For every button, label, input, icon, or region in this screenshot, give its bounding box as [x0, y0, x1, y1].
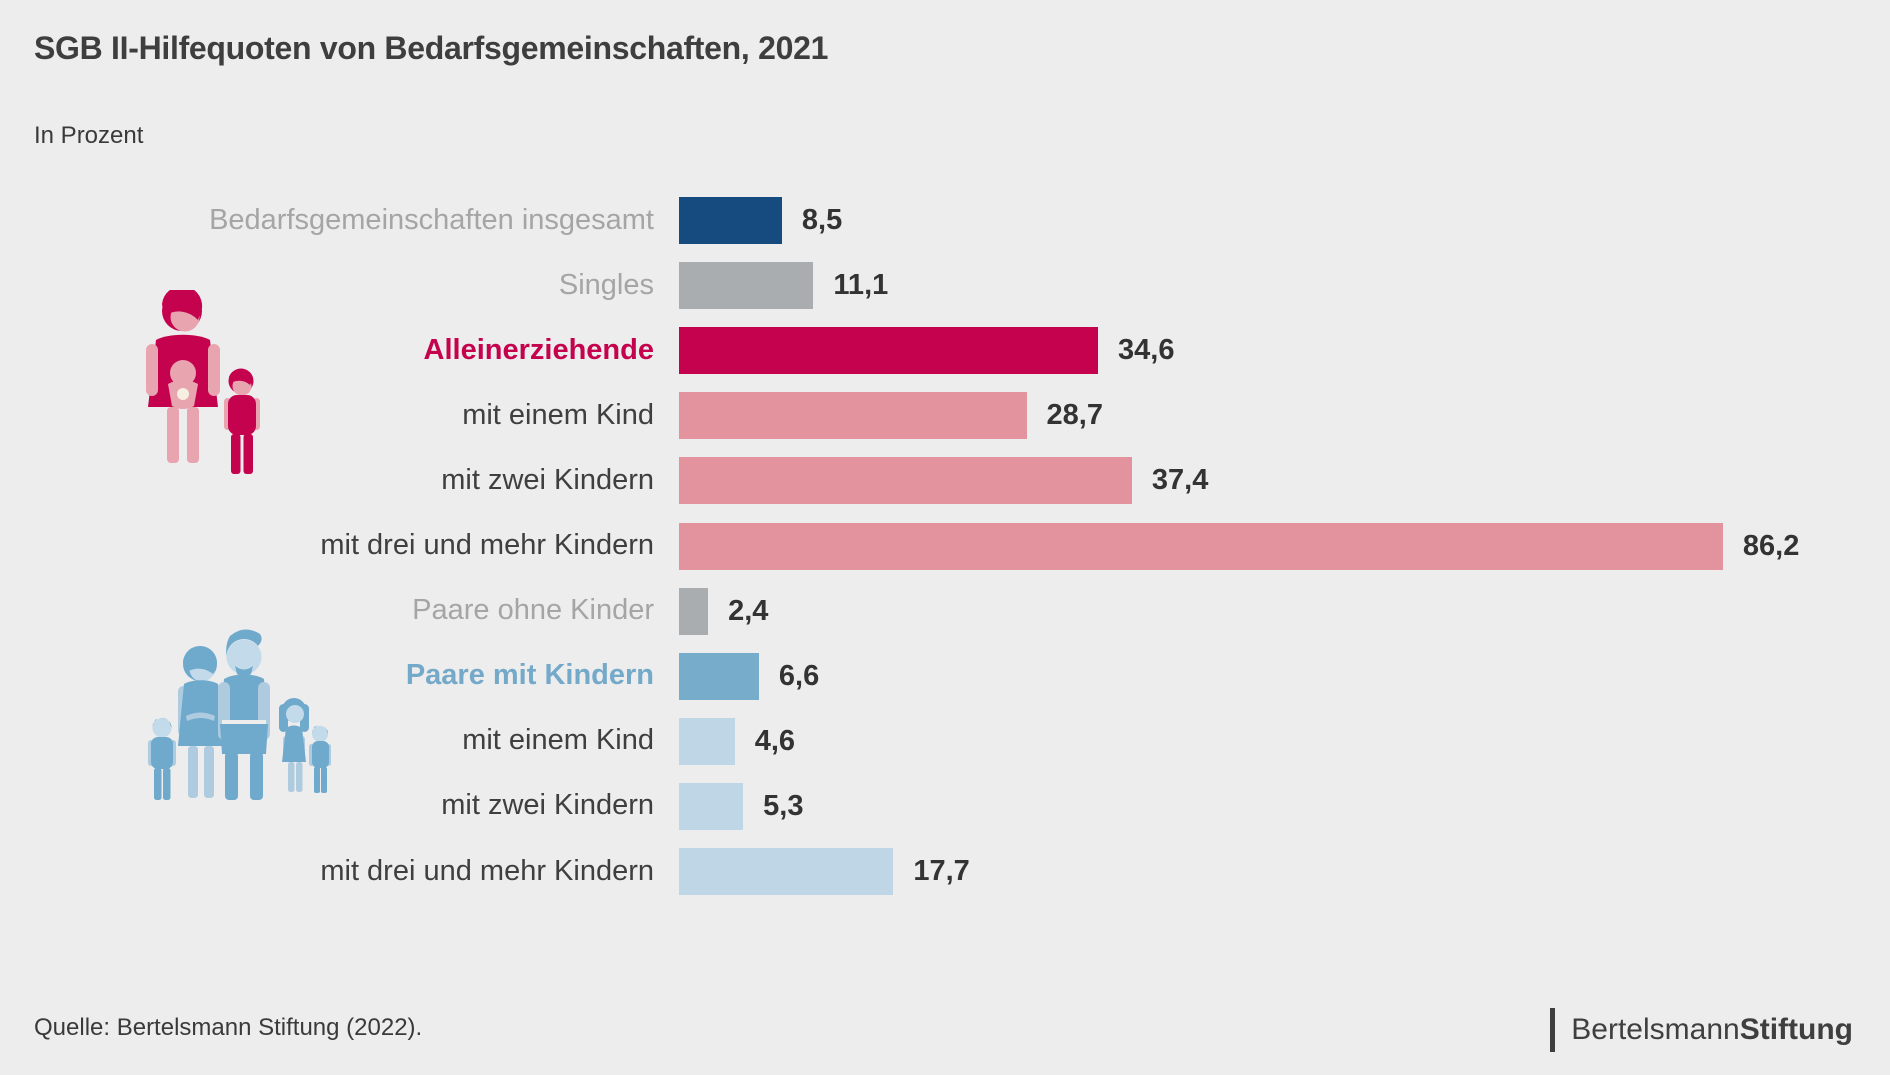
- chart-unit-label: In Prozent: [34, 122, 144, 149]
- row-label: Bedarfsgemeinschaften insgesamt: [209, 203, 654, 236]
- bar: [679, 327, 1098, 375]
- value-label: 37,4: [1151, 464, 1209, 497]
- bar: [679, 652, 759, 700]
- source-note: Quelle: Bertelsmann Stiftung (2022).: [34, 1014, 423, 1041]
- bertelsmann-stiftung-logo: BertelsmannStiftung: [1550, 1007, 1853, 1053]
- row-label: Paare ohne Kinder: [412, 594, 654, 627]
- value-label: 4,6: [754, 724, 796, 757]
- row-label: mit einem Kind: [462, 398, 654, 431]
- value-label: 6,6: [778, 659, 820, 692]
- bar-row: mit zwei Kindern 37,4: [0, 457, 1890, 505]
- value-label: 17,7: [913, 855, 970, 887]
- bar-row: mit zwei Kindern 5,3: [0, 782, 1890, 830]
- row-label: Alleinerziehende: [423, 333, 654, 366]
- value-label: 11,1: [833, 269, 889, 302]
- bar-row: mit einem Kind 4,6: [0, 717, 1890, 765]
- bar-row: mit drei und mehr Kindern 86,2: [0, 522, 1890, 570]
- value-label: 5,3: [763, 789, 804, 822]
- bar-row: Paare mit Kindern 6,6: [0, 652, 1890, 700]
- bar: [679, 782, 744, 830]
- page-title: SGB II-Hilfequoten von Bedarfsgemeinscha…: [34, 30, 829, 66]
- row-label: mit drei und mehr Kindern: [320, 529, 654, 562]
- bar: [679, 197, 782, 244]
- value-label: 28,7: [1046, 399, 1103, 432]
- bar: [679, 848, 894, 895]
- row-label: Singles: [558, 268, 654, 301]
- bar: [679, 522, 1723, 570]
- value-label: 34,6: [1118, 334, 1175, 367]
- logo-name-bold: Stiftung: [1739, 1013, 1853, 1046]
- row-label: mit einem Kind: [462, 724, 654, 757]
- logo-divider-bar: [1550, 1008, 1556, 1052]
- bar-row: Paare ohne Kinder 2,4: [0, 587, 1890, 635]
- logo-text: BertelsmannStiftung: [1571, 1013, 1853, 1047]
- single-parent-family-icon: [138, 285, 270, 487]
- row-label: mit zwei Kindern: [441, 463, 654, 496]
- bar-row: mit einem Kind 28,7: [0, 392, 1890, 440]
- bar: [679, 717, 735, 765]
- bar: [679, 457, 1132, 505]
- value-label: 2,4: [728, 594, 769, 627]
- row-label: mit zwei Kindern: [441, 789, 654, 822]
- bar-row: Alleinerziehende 34,6: [0, 327, 1890, 375]
- value-label: 8,5: [801, 204, 843, 236]
- bar-row: Bedarfsgemeinschaften insgesamt 8,5: [0, 197, 1890, 244]
- bar-row: mit drei und mehr Kindern 17,7: [0, 848, 1890, 895]
- bar: [679, 262, 814, 310]
- logo-name-regular: Bertelsmann: [1571, 1013, 1740, 1046]
- value-label: 86,2: [1742, 529, 1800, 562]
- row-label: Paare mit Kindern: [405, 659, 654, 692]
- bar: [679, 587, 709, 635]
- couple-with-children-icon: [140, 624, 332, 807]
- bar: [679, 392, 1027, 440]
- bar-row: Singles 11,1: [0, 262, 1890, 310]
- row-label: mit drei und mehr Kindern: [320, 854, 654, 887]
